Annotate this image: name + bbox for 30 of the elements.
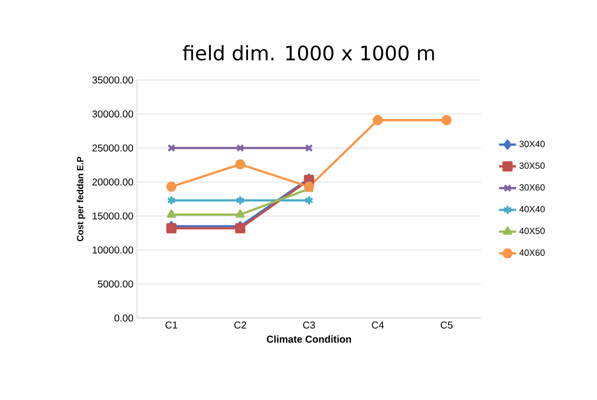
chart-title: field dim. 1000 x 1000 m — [182, 45, 434, 60]
y-tick-label: 15000.00 — [92, 212, 134, 220]
legend-label: 30X40 — [519, 140, 545, 148]
legend-label: 40X50 — [519, 228, 545, 234]
point — [442, 115, 452, 126]
y-axis-title: Cost per feddan E.P — [76, 156, 86, 242]
legend-label: 30X60 — [519, 184, 545, 191]
point — [236, 195, 245, 206]
legend-label: 40X60 — [519, 249, 545, 256]
point — [166, 210, 176, 218]
x-tick-label: C1 — [166, 322, 178, 329]
x-tick-label: C2 — [234, 322, 246, 329]
y-tick-label: 35000.00 — [92, 76, 134, 84]
x-tick-label: C5 — [440, 322, 453, 329]
x-tick-label: C4 — [372, 322, 384, 329]
y-tick-label: 5000.00 — [98, 280, 134, 288]
point — [166, 182, 176, 192]
y-tick-label: 20000.00 — [92, 178, 134, 186]
x-tick-label: C3 — [303, 322, 315, 329]
point — [372, 115, 383, 126]
y-tick-label: 0.00 — [114, 314, 134, 322]
y-tick-label: 30000.00 — [92, 110, 134, 118]
legend-label: 30X50 — [519, 162, 545, 169]
y-tick-label: 25000.00 — [92, 144, 134, 152]
x-axis-title: Climate Condition — [266, 335, 351, 343]
point — [235, 159, 246, 170]
y-tick-label: 10000.00 — [92, 246, 134, 254]
legend-label: 40X40 — [519, 206, 545, 212]
point — [236, 144, 244, 152]
point — [236, 210, 245, 218]
